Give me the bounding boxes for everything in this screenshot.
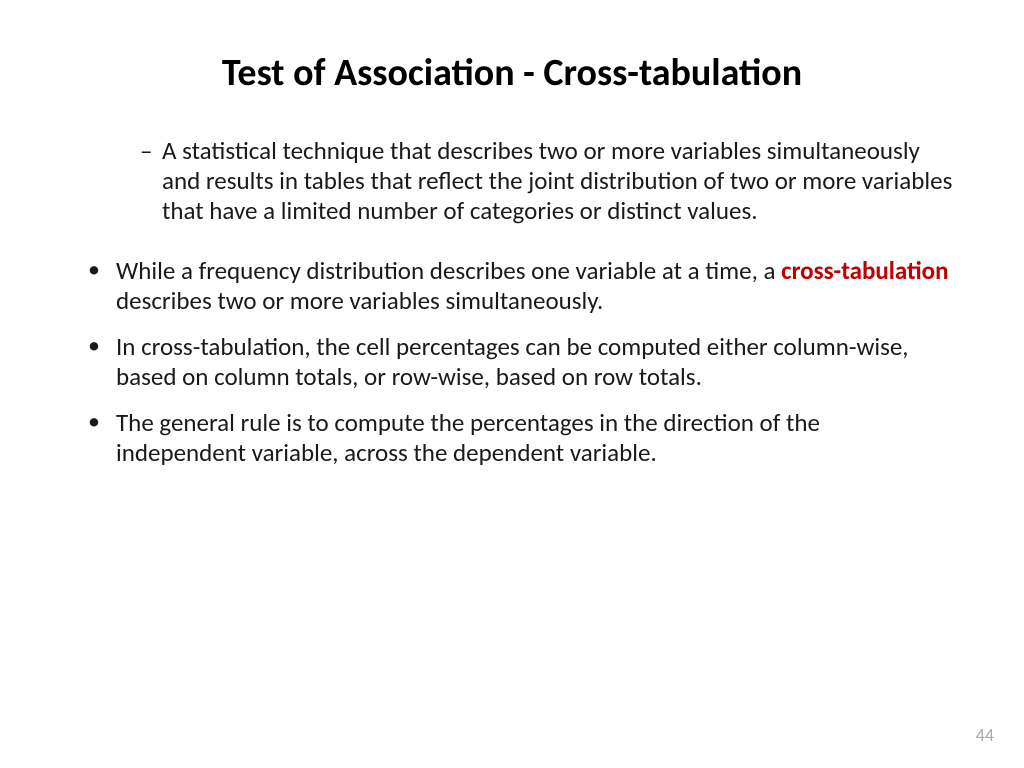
- bullet-item-2: In cross-tabulation, the cell percentage…: [88, 332, 954, 392]
- bullet-item-1: While a frequency distribution describes…: [88, 256, 954, 316]
- bullet-1-pre: While a frequency distribution describes…: [116, 255, 781, 286]
- bullet-item-3: The general rule is to compute the perce…: [88, 408, 954, 468]
- slide-container: Test of Association - Cross-tabulation A…: [0, 0, 1024, 768]
- bullet-1-post: describes two or more variables simultan…: [116, 285, 603, 316]
- definition-block: A statistical technique that describes t…: [140, 136, 954, 226]
- page-number: 44: [976, 724, 994, 746]
- bullet-list: While a frequency distribution describes…: [70, 256, 954, 468]
- definition-text: A statistical technique that describes t…: [140, 136, 954, 226]
- bullet-1-highlight: cross-tabulation: [781, 255, 948, 286]
- slide-title: Test of Association - Cross-tabulation: [70, 50, 954, 96]
